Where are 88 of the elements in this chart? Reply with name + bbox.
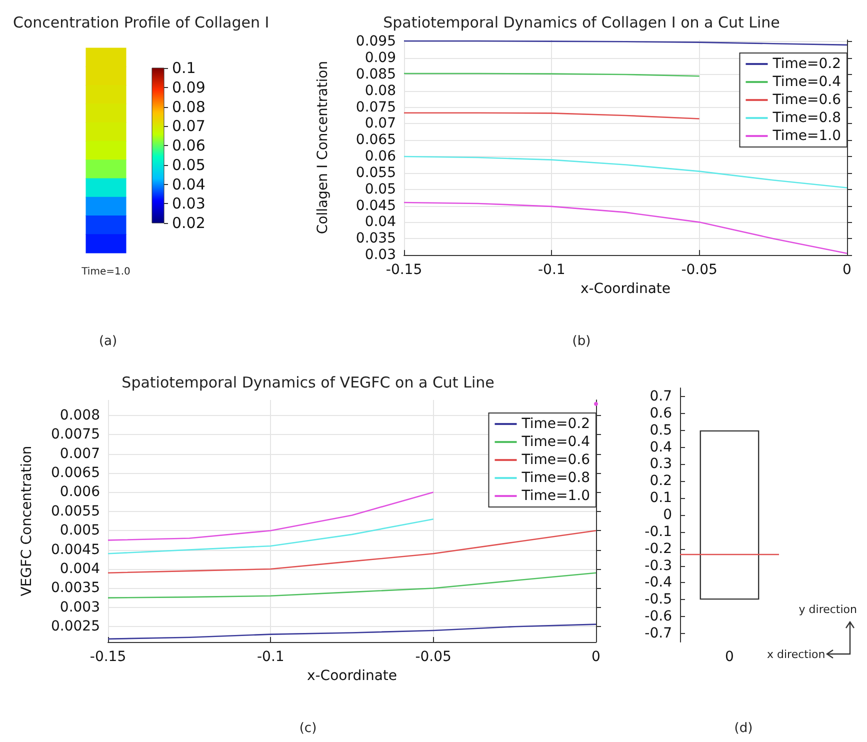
- y-tick-label: -0.2: [644, 540, 672, 557]
- y-tick-label: 0.3: [650, 456, 672, 472]
- x-tick-label: -0.05: [415, 649, 452, 665]
- y-tick-label: 0.065: [356, 132, 396, 148]
- y-tick-label: 0.0055: [51, 503, 100, 520]
- y-tick-label: 0.05: [364, 181, 396, 198]
- y-tick-label: 0.045: [356, 198, 396, 214]
- chart-title: Spatiotemporal Dynamics of Collagen I on a Cut Line: [383, 14, 780, 32]
- text: (c): [298, 721, 318, 736]
- y-tick-label: 0.6: [650, 405, 672, 422]
- chart-title: Spatiotemporal Dynamics of VEGFC on a Cut Line: [122, 374, 494, 392]
- y-tick-label: 0.007: [60, 446, 100, 462]
- y-tick-label: 0.095: [356, 34, 396, 50]
- y-tick-label: 0.005: [60, 522, 100, 539]
- y-tick-label: 0.055: [356, 164, 396, 181]
- y-tick-label: 0.035: [356, 230, 396, 247]
- x-tick-label: -0.1: [538, 262, 566, 278]
- y-tick-label: 0.2: [650, 473, 672, 490]
- x-axis-title: Time=1.0: [80, 266, 130, 278]
- line-series: [107, 624, 597, 640]
- y-tick-label: 0.0065: [51, 464, 100, 481]
- text: y direction: [798, 603, 857, 616]
- y-tick-label: 0.4: [650, 439, 672, 456]
- legend-label: Time=1.0: [772, 128, 842, 144]
- y-tick-label: 0.0035: [51, 580, 100, 596]
- text: (a): [98, 334, 118, 349]
- text: x direction: [767, 648, 826, 661]
- text: (d): [733, 721, 754, 736]
- y-tick-label: 0.075: [356, 99, 396, 116]
- y-tick-label: 0.03: [364, 247, 396, 263]
- color-bar-label: 0.1: [172, 59, 196, 77]
- y-tick-label: 0.08: [364, 82, 396, 99]
- chart-title: Concentration Profile of Collagen I: [13, 14, 270, 32]
- y-tick-label: 0.07: [364, 116, 396, 132]
- x-tick-label: -0.05: [681, 262, 718, 278]
- y-tick-label: 0.008: [60, 407, 100, 424]
- y-tick-label: -0.7: [644, 626, 672, 642]
- y-tick-label: 0.003: [60, 599, 100, 616]
- y-tick-label: -0.5: [644, 592, 672, 608]
- y-tick-label: 0.09: [364, 50, 396, 66]
- x-tick-label: -0.15: [386, 262, 422, 278]
- x-tick-label: -0.1: [257, 649, 284, 665]
- y-tick-label: 0.1: [650, 490, 672, 506]
- color-bar-label: 0.06: [172, 136, 206, 154]
- line-series: [107, 518, 434, 554]
- y-tick-label: 0.06: [364, 148, 396, 165]
- legend-label: Time=0.2: [520, 416, 590, 432]
- color-bar-label: 0.05: [172, 156, 206, 174]
- x-axis-title: x-Coordinate: [580, 280, 671, 297]
- legend-label: Time=0.8: [772, 110, 842, 126]
- color-bar-label: 0.02: [172, 214, 206, 232]
- y-tick-label: -0.1: [644, 524, 672, 540]
- color-bar-label: 0.08: [172, 98, 206, 116]
- y-tick-label: 0.004: [60, 561, 100, 578]
- legend-label: Time=0.6: [520, 452, 590, 468]
- y-tick-label: 0.04: [364, 214, 396, 230]
- y-tick-label: 0.0045: [51, 542, 100, 558]
- line-series: [107, 572, 597, 598]
- legend-label: Time=1.0: [520, 488, 590, 504]
- y-tick-label: -0.4: [644, 574, 672, 591]
- y-tick-label: -0.6: [644, 608, 672, 625]
- y-tick-label: -0.3: [644, 558, 672, 574]
- y-axis-title: VEGFC Concentration: [19, 446, 35, 596]
- legend-label: Time=0.4: [520, 434, 590, 450]
- y-tick-label: 0: [663, 507, 672, 523]
- y-tick-label: 0.5: [650, 422, 672, 438]
- legend-label: Time=0.4: [772, 74, 842, 90]
- legend-label: Time=0.2: [772, 56, 842, 72]
- line-series: [107, 530, 597, 574]
- x-tick-label: 0: [592, 649, 600, 665]
- x-tick-label: 0: [725, 649, 734, 665]
- x-axis-title: x-Coordinate: [306, 668, 398, 684]
- line-series: [403, 156, 848, 188]
- y-tick-label: 0.006: [60, 484, 100, 500]
- color-bar-label: 0.04: [172, 175, 206, 194]
- text: (b): [571, 334, 592, 349]
- color-bar-label: 0.03: [172, 194, 206, 213]
- y-tick-label: 0.7: [650, 388, 672, 404]
- y-axis-title: Collagen I Concentration: [315, 60, 331, 234]
- color-bar-label: 0.07: [172, 117, 206, 136]
- y-tick-label: 0.0025: [51, 618, 100, 635]
- legend-label: Time=0.8: [520, 470, 590, 486]
- x-tick-label: -0.15: [90, 649, 126, 665]
- legend-label: Time=0.6: [772, 92, 842, 108]
- y-tick-label: 0.0075: [51, 426, 100, 443]
- y-tick-label: 0.085: [356, 66, 396, 82]
- x-tick-label: 0: [842, 262, 852, 278]
- color-bar-label: 0.09: [172, 78, 206, 96]
